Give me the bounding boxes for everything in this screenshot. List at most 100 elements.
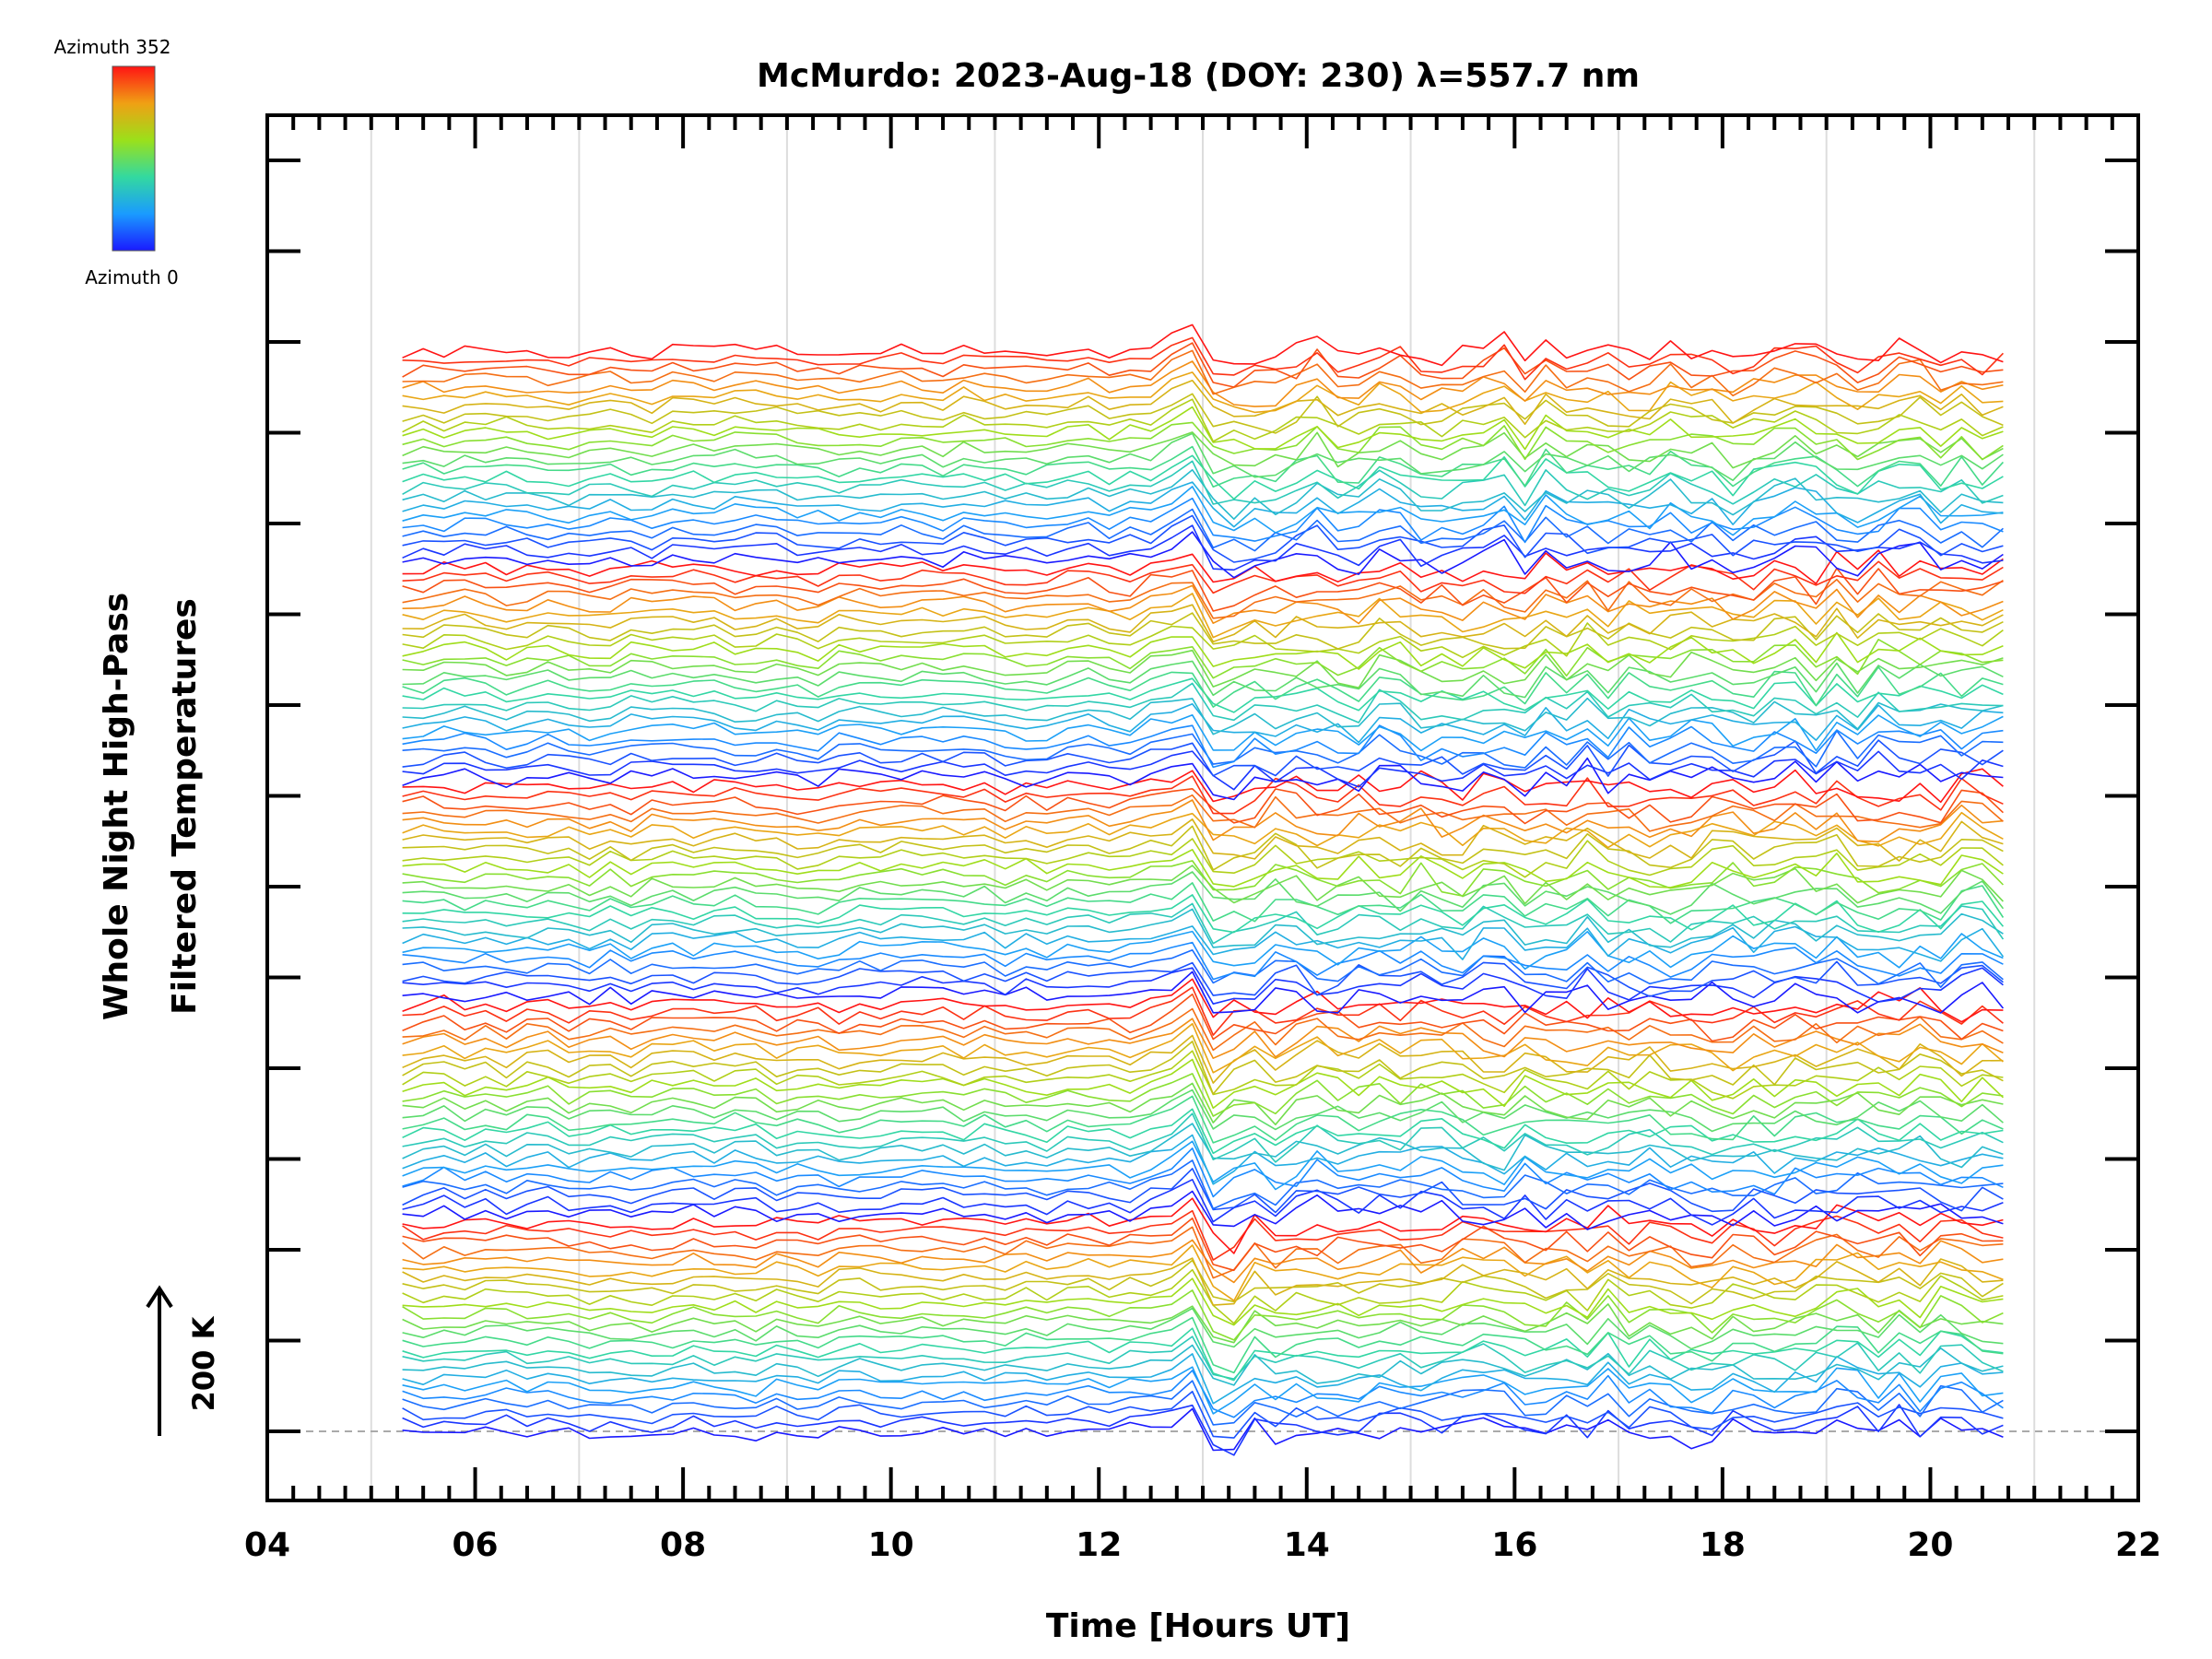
trace-ring1-az23 — [402, 978, 2004, 1023]
trace-ring4-az18 — [402, 371, 2004, 414]
trace-ring1-az5 — [402, 1140, 2004, 1191]
colorbar-top-label: Azimuth 352 — [54, 36, 171, 58]
trace-ring1-az15 — [402, 1050, 2004, 1100]
trace-ring0-az6 — [402, 1353, 2004, 1405]
trace-ring1-az6 — [402, 1134, 2004, 1185]
trace-ring3-az4 — [402, 724, 2004, 769]
trace-ring2-az5 — [402, 930, 2004, 971]
trace-ring0-az16 — [402, 1259, 2004, 1305]
trace-ring2-az2 — [402, 960, 2004, 997]
trace-ring2-az20 — [402, 794, 2004, 832]
x-tick-label: 22 — [2115, 1526, 2161, 1564]
trace-ring2-az21 — [402, 787, 2004, 825]
x-tick-label: 20 — [1907, 1526, 1953, 1564]
axis-ticks — [265, 115, 2140, 1500]
trace-lines — [402, 324, 2005, 1456]
x-tick-label: 16 — [1491, 1526, 1537, 1564]
trace-ring2-az10 — [402, 882, 2005, 924]
trace-ring0-az5 — [402, 1366, 2004, 1415]
trace-ring1-az16 — [402, 1041, 2004, 1095]
trace-ring1-az18 — [402, 1022, 2004, 1074]
trace-ring3-az21 — [402, 567, 2004, 612]
trace-ring4-az19 — [402, 360, 2004, 407]
trace-ring0-az18 — [402, 1244, 2004, 1301]
trace-ring2-az3 — [402, 949, 2004, 988]
trace-ring3-az2 — [402, 739, 2004, 777]
trace-ring4-az23 — [402, 324, 2004, 367]
trace-ring0-az20 — [402, 1226, 2004, 1279]
trace-ring3-az22 — [402, 560, 2004, 594]
trace-ring2-az12 — [402, 865, 2004, 905]
x-tick-labels: 04 06 08 10 12 14 16 18 20 22 — [244, 1526, 2161, 1564]
trace-ring2-az13 — [402, 860, 2004, 897]
trace-ring0-az12 — [402, 1303, 2004, 1344]
trace-ring4-az2 — [402, 514, 2004, 563]
trace-ring0-az1 — [402, 1404, 2004, 1456]
trace-ring2-az4 — [402, 941, 2004, 981]
trace-ring2-az11 — [402, 871, 2005, 915]
trace-ring0-az3 — [402, 1380, 2004, 1426]
trace-ring4-az22 — [402, 336, 2004, 381]
trace-ring4-az10 — [402, 445, 2004, 488]
trace-ring0-az19 — [402, 1239, 2004, 1284]
trace-ring2-az19 — [402, 799, 2004, 843]
trace-ring3-az10 — [402, 665, 2004, 708]
y-axis-label-line1: Whole Night High-Pass — [98, 593, 135, 1020]
x-tick-label: 08 — [660, 1526, 706, 1564]
trace-ring3-az1 — [402, 750, 2004, 791]
trace-ring0-az2 — [402, 1390, 2004, 1439]
trace-ring0-az8 — [402, 1335, 2004, 1380]
trace-ring3-az5 — [402, 713, 2004, 752]
trace-ring2-az0 — [402, 971, 2005, 1014]
scale-bar-label: 200 K — [186, 1315, 221, 1411]
x-tick-label: 10 — [868, 1526, 914, 1564]
trace-ring4-az13 — [402, 421, 2004, 461]
trace-ring3-az0 — [402, 757, 2004, 801]
trace-ring3-az3 — [402, 730, 2004, 769]
trace-ring3-az12 — [402, 649, 2004, 689]
trace-ring2-az18 — [402, 811, 2004, 849]
trace-ring2-az23 — [402, 768, 2004, 804]
trace-ring2-az22 — [402, 775, 2004, 815]
trace-ring2-az17 — [402, 818, 2004, 862]
chart-title: McMurdo: 2023-Aug-18 (DOY: 230) λ=557.7 … — [757, 57, 1640, 95]
trace-ring4-az6 — [402, 481, 2004, 528]
x-tick-label: 06 — [453, 1526, 499, 1564]
trace-ring1-az12 — [402, 1082, 2004, 1125]
trace-ring0-az17 — [402, 1257, 2004, 1306]
trace-ring1-az22 — [402, 986, 2004, 1036]
trace-ring3-az7 — [402, 697, 2004, 735]
trace-ring4-az3 — [402, 508, 2004, 552]
trace-ring0-az23 — [402, 1197, 2004, 1254]
trace-ring2-az1 — [402, 967, 2004, 1005]
trace-ring4-az12 — [402, 431, 2004, 469]
trace-ring3-az23 — [402, 549, 2004, 585]
trace-ring2-az7 — [402, 908, 2004, 948]
trace-ring2-az15 — [402, 838, 2004, 878]
trace-ring2-az9 — [402, 894, 2005, 934]
trace-ring3-az17 — [402, 604, 2004, 643]
trace-ring4-az17 — [402, 379, 2004, 426]
trace-ring4-az4 — [402, 497, 2004, 544]
trace-ring4-az15 — [402, 398, 2004, 442]
trace-ring4-az11 — [402, 432, 2004, 482]
trace-ring2-az6 — [402, 925, 2005, 962]
trace-ring1-az3 — [402, 1159, 2004, 1210]
trace-ring0-az7 — [402, 1344, 2004, 1386]
trace-ring1-az19 — [402, 1018, 2004, 1059]
trace-ring0-az9 — [402, 1327, 2004, 1382]
trace-ring2-az14 — [402, 848, 2004, 888]
trace-ring0-az13 — [402, 1289, 2004, 1341]
trace-ring4-az21 — [402, 342, 2004, 388]
trace-ring0-az11 — [402, 1307, 2004, 1350]
trace-ring1-az1 — [402, 1179, 2004, 1226]
trace-ring3-az8 — [402, 682, 2004, 724]
x-tick-label: 14 — [1284, 1526, 1330, 1564]
trace-ring0-az22 — [402, 1209, 2004, 1261]
trace-ring4-az14 — [402, 406, 2004, 451]
trace-ring2-az16 — [402, 825, 2004, 871]
trace-ring2-az8 — [402, 902, 2005, 945]
colorbar — [112, 65, 156, 252]
